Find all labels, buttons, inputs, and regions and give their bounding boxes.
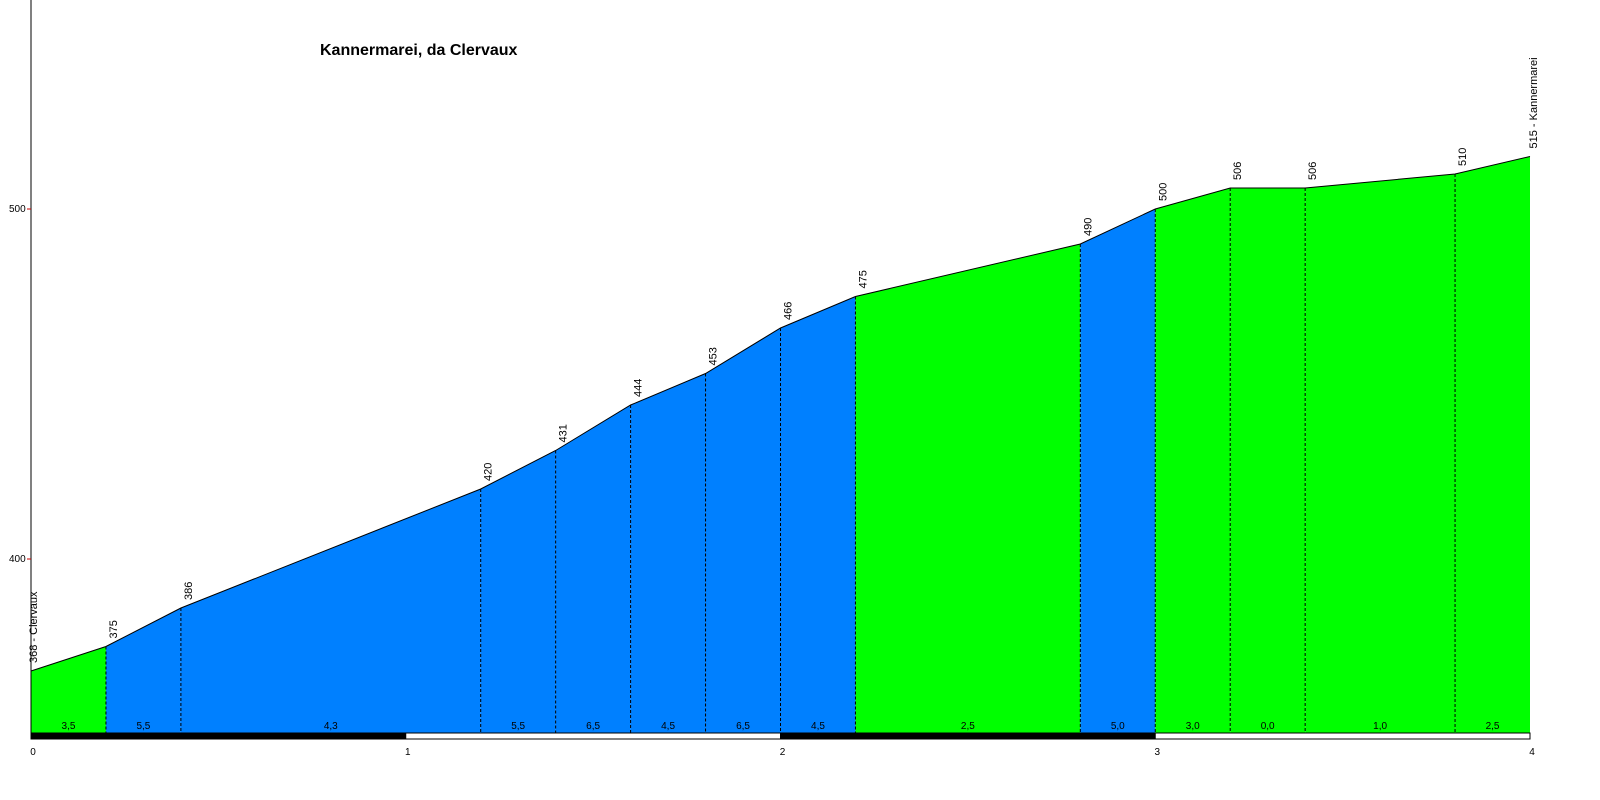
segment-area [1455, 156, 1530, 733]
y-tick-label: 400 [9, 554, 26, 565]
elevation-label: 490 [1082, 218, 1094, 236]
elevation-label: 510 [1457, 148, 1469, 166]
gradient-label: 6,5 [736, 721, 750, 732]
elevation-label: 506 [1232, 162, 1244, 180]
segment-area [705, 328, 781, 733]
elevation-label: 453 [708, 347, 720, 365]
elevation-label: 466 [783, 302, 795, 320]
elevation-label: 515 - Kannermarei [1528, 57, 1540, 148]
segment-area [630, 373, 706, 733]
x-tick-label: 1 [405, 747, 411, 758]
x-tick-label: 0 [30, 747, 36, 758]
segment-area [555, 405, 631, 733]
elevation-label: 475 [857, 270, 869, 288]
segment-area [1305, 174, 1456, 733]
gradient-label: 3,5 [62, 721, 76, 732]
segment-area [31, 646, 106, 733]
elevation-label: 368 - Clervaux [28, 591, 40, 663]
elevation-label: 386 [183, 582, 195, 600]
segment-area [180, 489, 481, 733]
elevation-label: 506 [1307, 162, 1319, 180]
gradient-label: 5,5 [511, 721, 525, 732]
km-scale-bar [405, 732, 781, 740]
gradient-label: 0,0 [1261, 721, 1275, 732]
segment-area [1230, 188, 1306, 733]
gradient-label: 4,5 [811, 721, 825, 732]
x-tick-label: 2 [780, 747, 786, 758]
elevation-label: 431 [558, 424, 570, 442]
gradient-label: 5,5 [136, 721, 150, 732]
segment-area [1080, 209, 1156, 733]
elevation-label: 500 [1157, 183, 1169, 201]
segment-area [780, 296, 856, 733]
km-scale-bar [780, 732, 1156, 740]
elevation-label: 444 [633, 379, 645, 397]
gradient-label: 6,5 [586, 721, 600, 732]
km-scale-bar [1154, 732, 1531, 740]
chart-title: Kannermarei, da Clervaux [320, 42, 518, 59]
gradient-label: 2,5 [961, 721, 975, 732]
segment-area [105, 608, 181, 733]
elevation-label: 375 [108, 620, 120, 638]
y-tick-label: 500 [9, 204, 26, 215]
segment-area [480, 450, 556, 733]
x-tick-label: 3 [1154, 747, 1160, 758]
x-tick-label: 4 [1529, 747, 1535, 758]
gradient-label: 1,0 [1373, 721, 1387, 732]
gradient-label: 4,3 [324, 721, 338, 732]
gradient-label: 2,5 [1486, 721, 1500, 732]
km-scale-bar [30, 732, 407, 740]
segment-area [855, 244, 1081, 733]
segment-area [1155, 188, 1231, 733]
elevation-label: 420 [483, 463, 495, 481]
profile-line [30, 156, 1531, 672]
gradient-label: 3,0 [1186, 721, 1200, 732]
gradient-label: 4,5 [661, 721, 675, 732]
gradient-label: 5,0 [1111, 721, 1125, 732]
